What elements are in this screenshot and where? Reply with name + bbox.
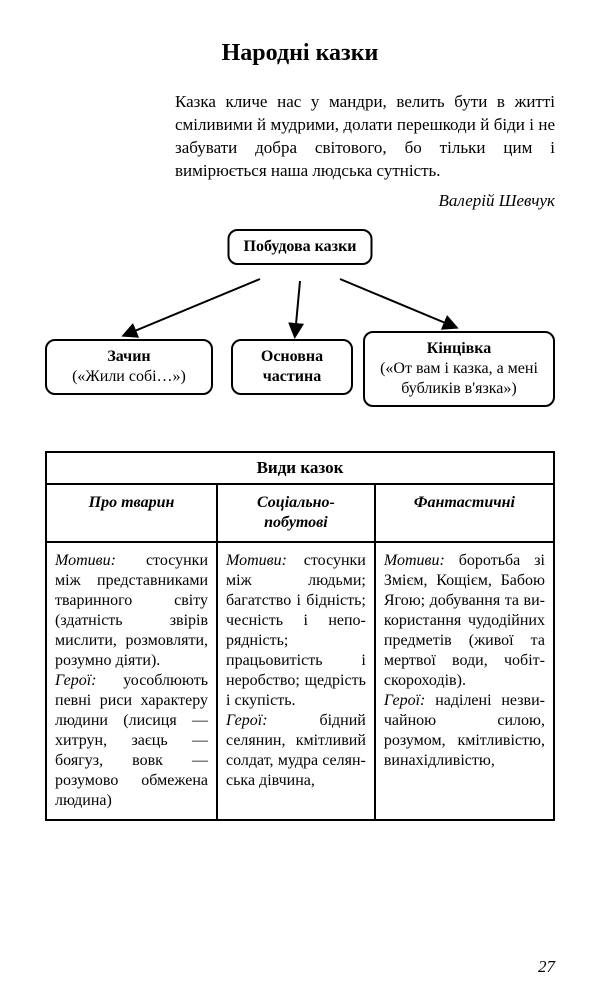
cell-1-hero: уособлюють пев­ні риси характе­ру людини… — [55, 672, 208, 809]
table-columns-row: Про тварин Соціально-побутові Фантастичн… — [47, 485, 553, 543]
cell-3-motive: боротьба зі Змієм, Кощієм, Бабою Ягою; д… — [384, 552, 545, 689]
cell-2: Мотиви: стосунки між людьми; багатство і… — [218, 543, 376, 819]
cell-3: Мотиви: боротьба зі Змієм, Кощієм, Бабою… — [376, 543, 553, 819]
cell-2-motive-label: Мотиви: — [226, 552, 287, 569]
kinds-table: Види казок Про тварин Соціально-побутові… — [45, 451, 555, 821]
diagram-child-1-sub: («Жили собі…») — [72, 368, 186, 385]
table-header: Види казок — [47, 453, 553, 485]
cell-2-hero-label: Герої: — [226, 712, 268, 729]
epigraph-text: Казка кличе нас у мандри, велить бути в … — [175, 91, 555, 183]
page-number: 27 — [538, 957, 555, 977]
diagram-child-1-title: Зачин — [107, 348, 150, 365]
page-title: Народні казки — [45, 40, 555, 67]
cell-1: Мотиви: стосунки між представниками твар… — [47, 543, 218, 819]
col-header-1: Про тварин — [47, 485, 218, 541]
cell-1-motive: стосунки між представниками тваринного с… — [55, 552, 208, 669]
table-body-row: Мотиви: стосунки між представниками твар… — [47, 543, 553, 819]
diagram-child-3-title: Кінцівка — [427, 340, 492, 357]
diagram-root-box: Побудова казки — [227, 229, 372, 265]
diagram-child-2: Основна частина — [231, 339, 353, 395]
cell-1-hero-label: Герої: — [55, 672, 97, 689]
diagram-child-3-sub: («От вам і казка, а мені бубликів в'язка… — [380, 360, 538, 397]
cell-2-motive: стосунки між людьми; багатство і бід­ніс… — [226, 552, 366, 709]
diagram-child-1: Зачин («Жили собі…») — [45, 339, 213, 395]
cell-1-motive-label: Мотиви: — [55, 552, 116, 569]
col-header-2: Соціально-побутові — [218, 485, 376, 541]
cell-3-motive-label: Мотиви: — [384, 552, 445, 569]
col-header-3: Фантастичні — [376, 485, 553, 541]
cell-3-hero-label: Герої: — [384, 692, 426, 709]
epigraph-author: Валерій Шевчук — [45, 191, 555, 211]
diagram-child-2-title: Основна частина — [261, 348, 323, 385]
diagram-child-3: Кінцівка («От вам і казка, а мені бублик… — [363, 331, 555, 407]
structure-diagram: Побудова казки Зачин («Жили собі…») Осно… — [45, 229, 555, 429]
diagram-root-label: Побудова казки — [243, 238, 356, 255]
